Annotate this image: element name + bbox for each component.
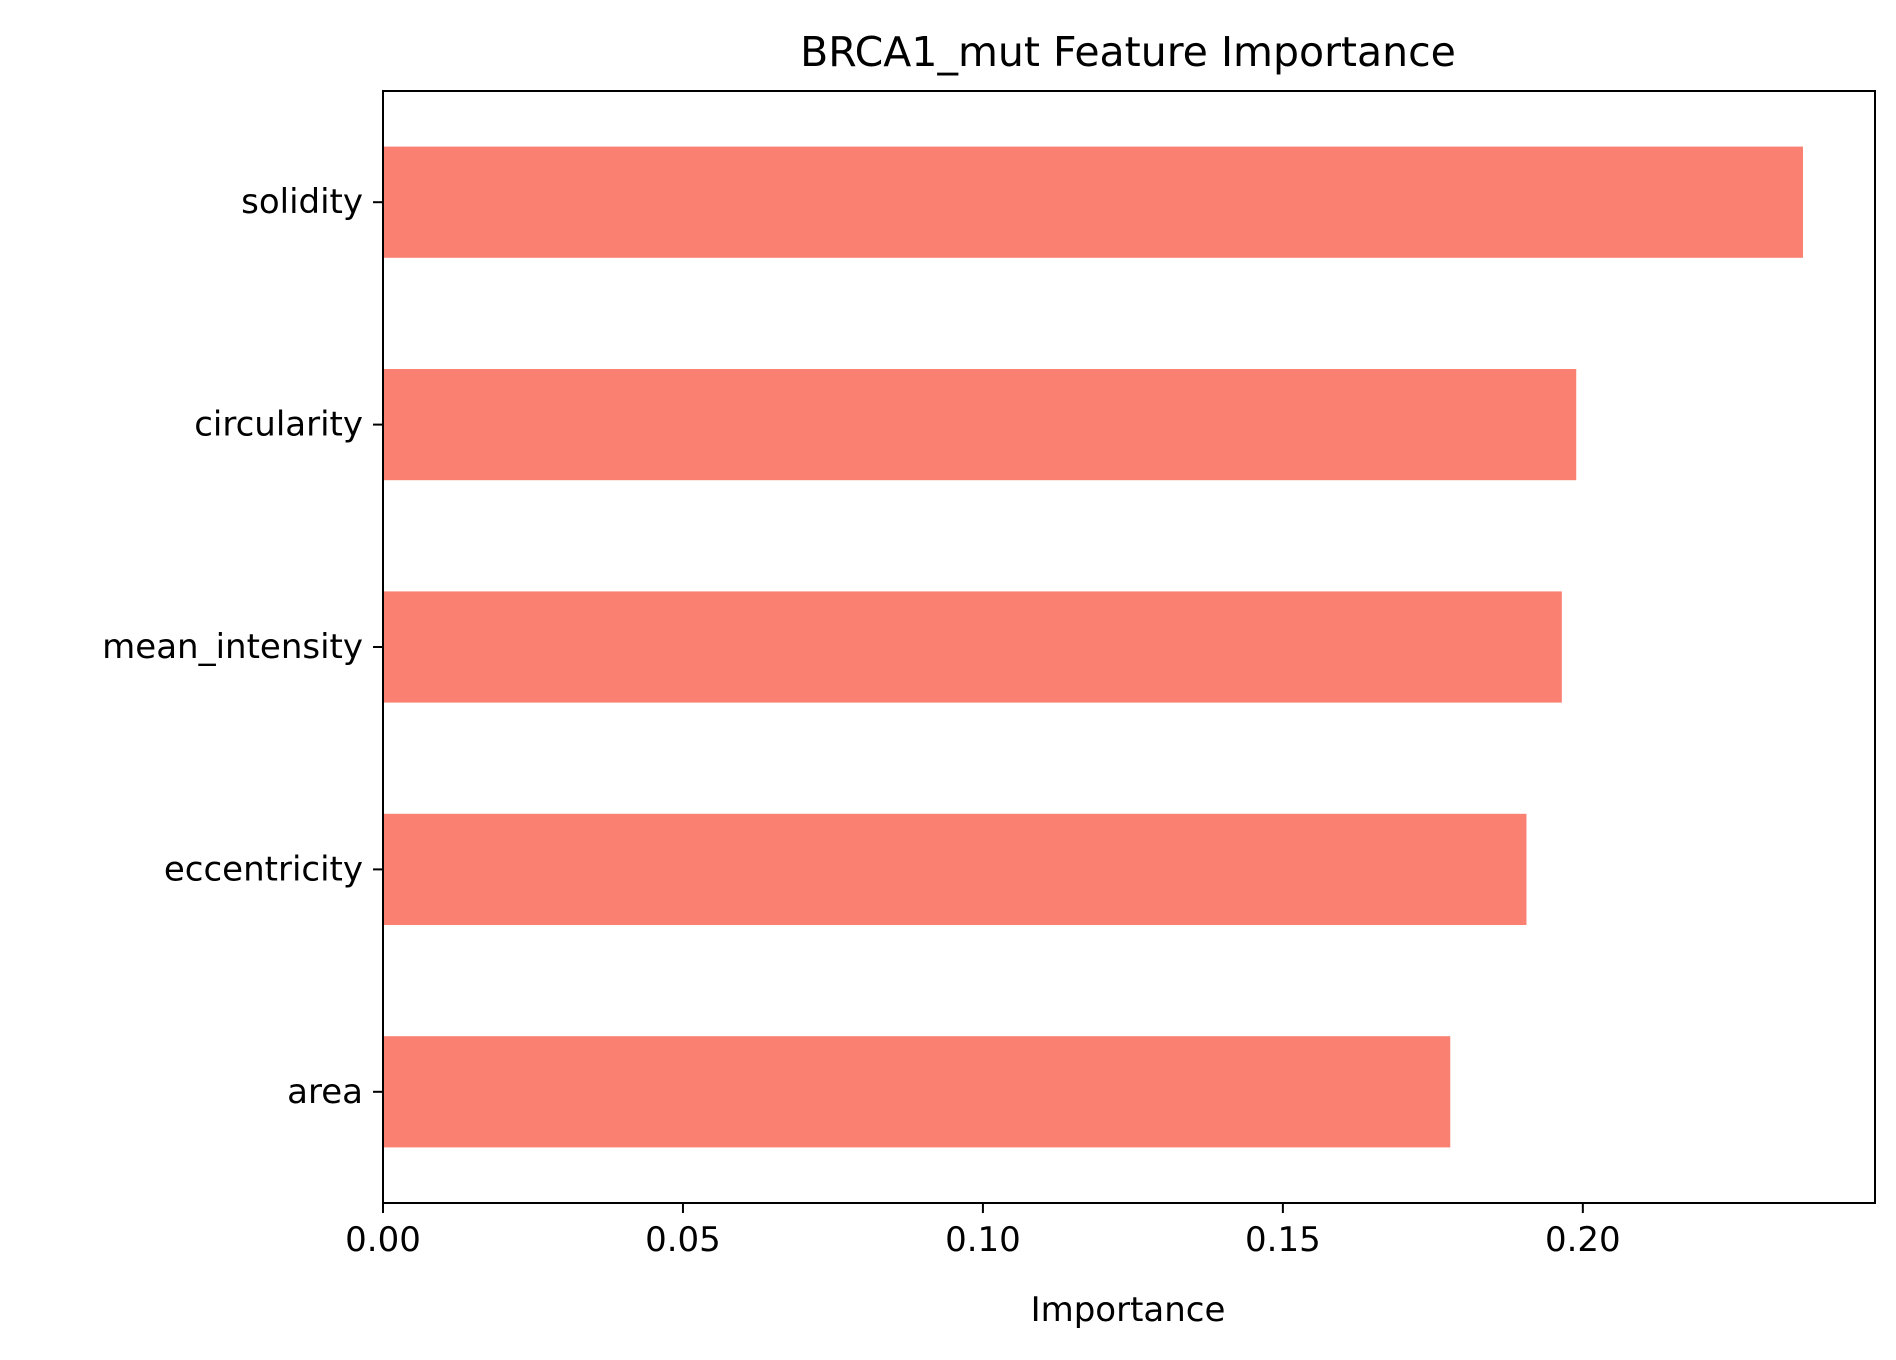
x-tick-label-1: 0.05 [645,1220,721,1260]
chart-title: BRCA1_mut Feature Importance [800,28,1456,76]
x-tick-label-3: 0.15 [1245,1220,1321,1260]
y-tick-label-circularity: circularity [194,405,363,445]
x-tick-label-2: 0.10 [945,1220,1021,1260]
y-tick-label-solidity: solidity [241,182,363,222]
y-axis: solidity circularity mean_intensityeccentr… [102,182,383,1112]
y-tick-label-mean-intensity: mean_intensity [102,627,363,667]
x-axis-title: Importance [1031,1290,1226,1330]
x-tick-label-0: 0.00 [345,1220,421,1260]
bar-eccentricity [383,813,1527,925]
bar-solidity [383,146,1804,258]
bars-layer [383,146,1804,1148]
bar-circularity [383,369,1577,481]
y-tick-label-area: area [287,1072,363,1112]
plot-frame [382,90,1876,1204]
bar-mean-intensity [383,591,1562,703]
x-tick-label-4: 0.20 [1545,1220,1621,1260]
bar-area [383,1036,1451,1148]
y-tick-label-eccentricity: eccentricity [164,849,363,889]
x-axis: 0.00 0.05 0.10 0.15 0.20 [345,1203,1621,1260]
